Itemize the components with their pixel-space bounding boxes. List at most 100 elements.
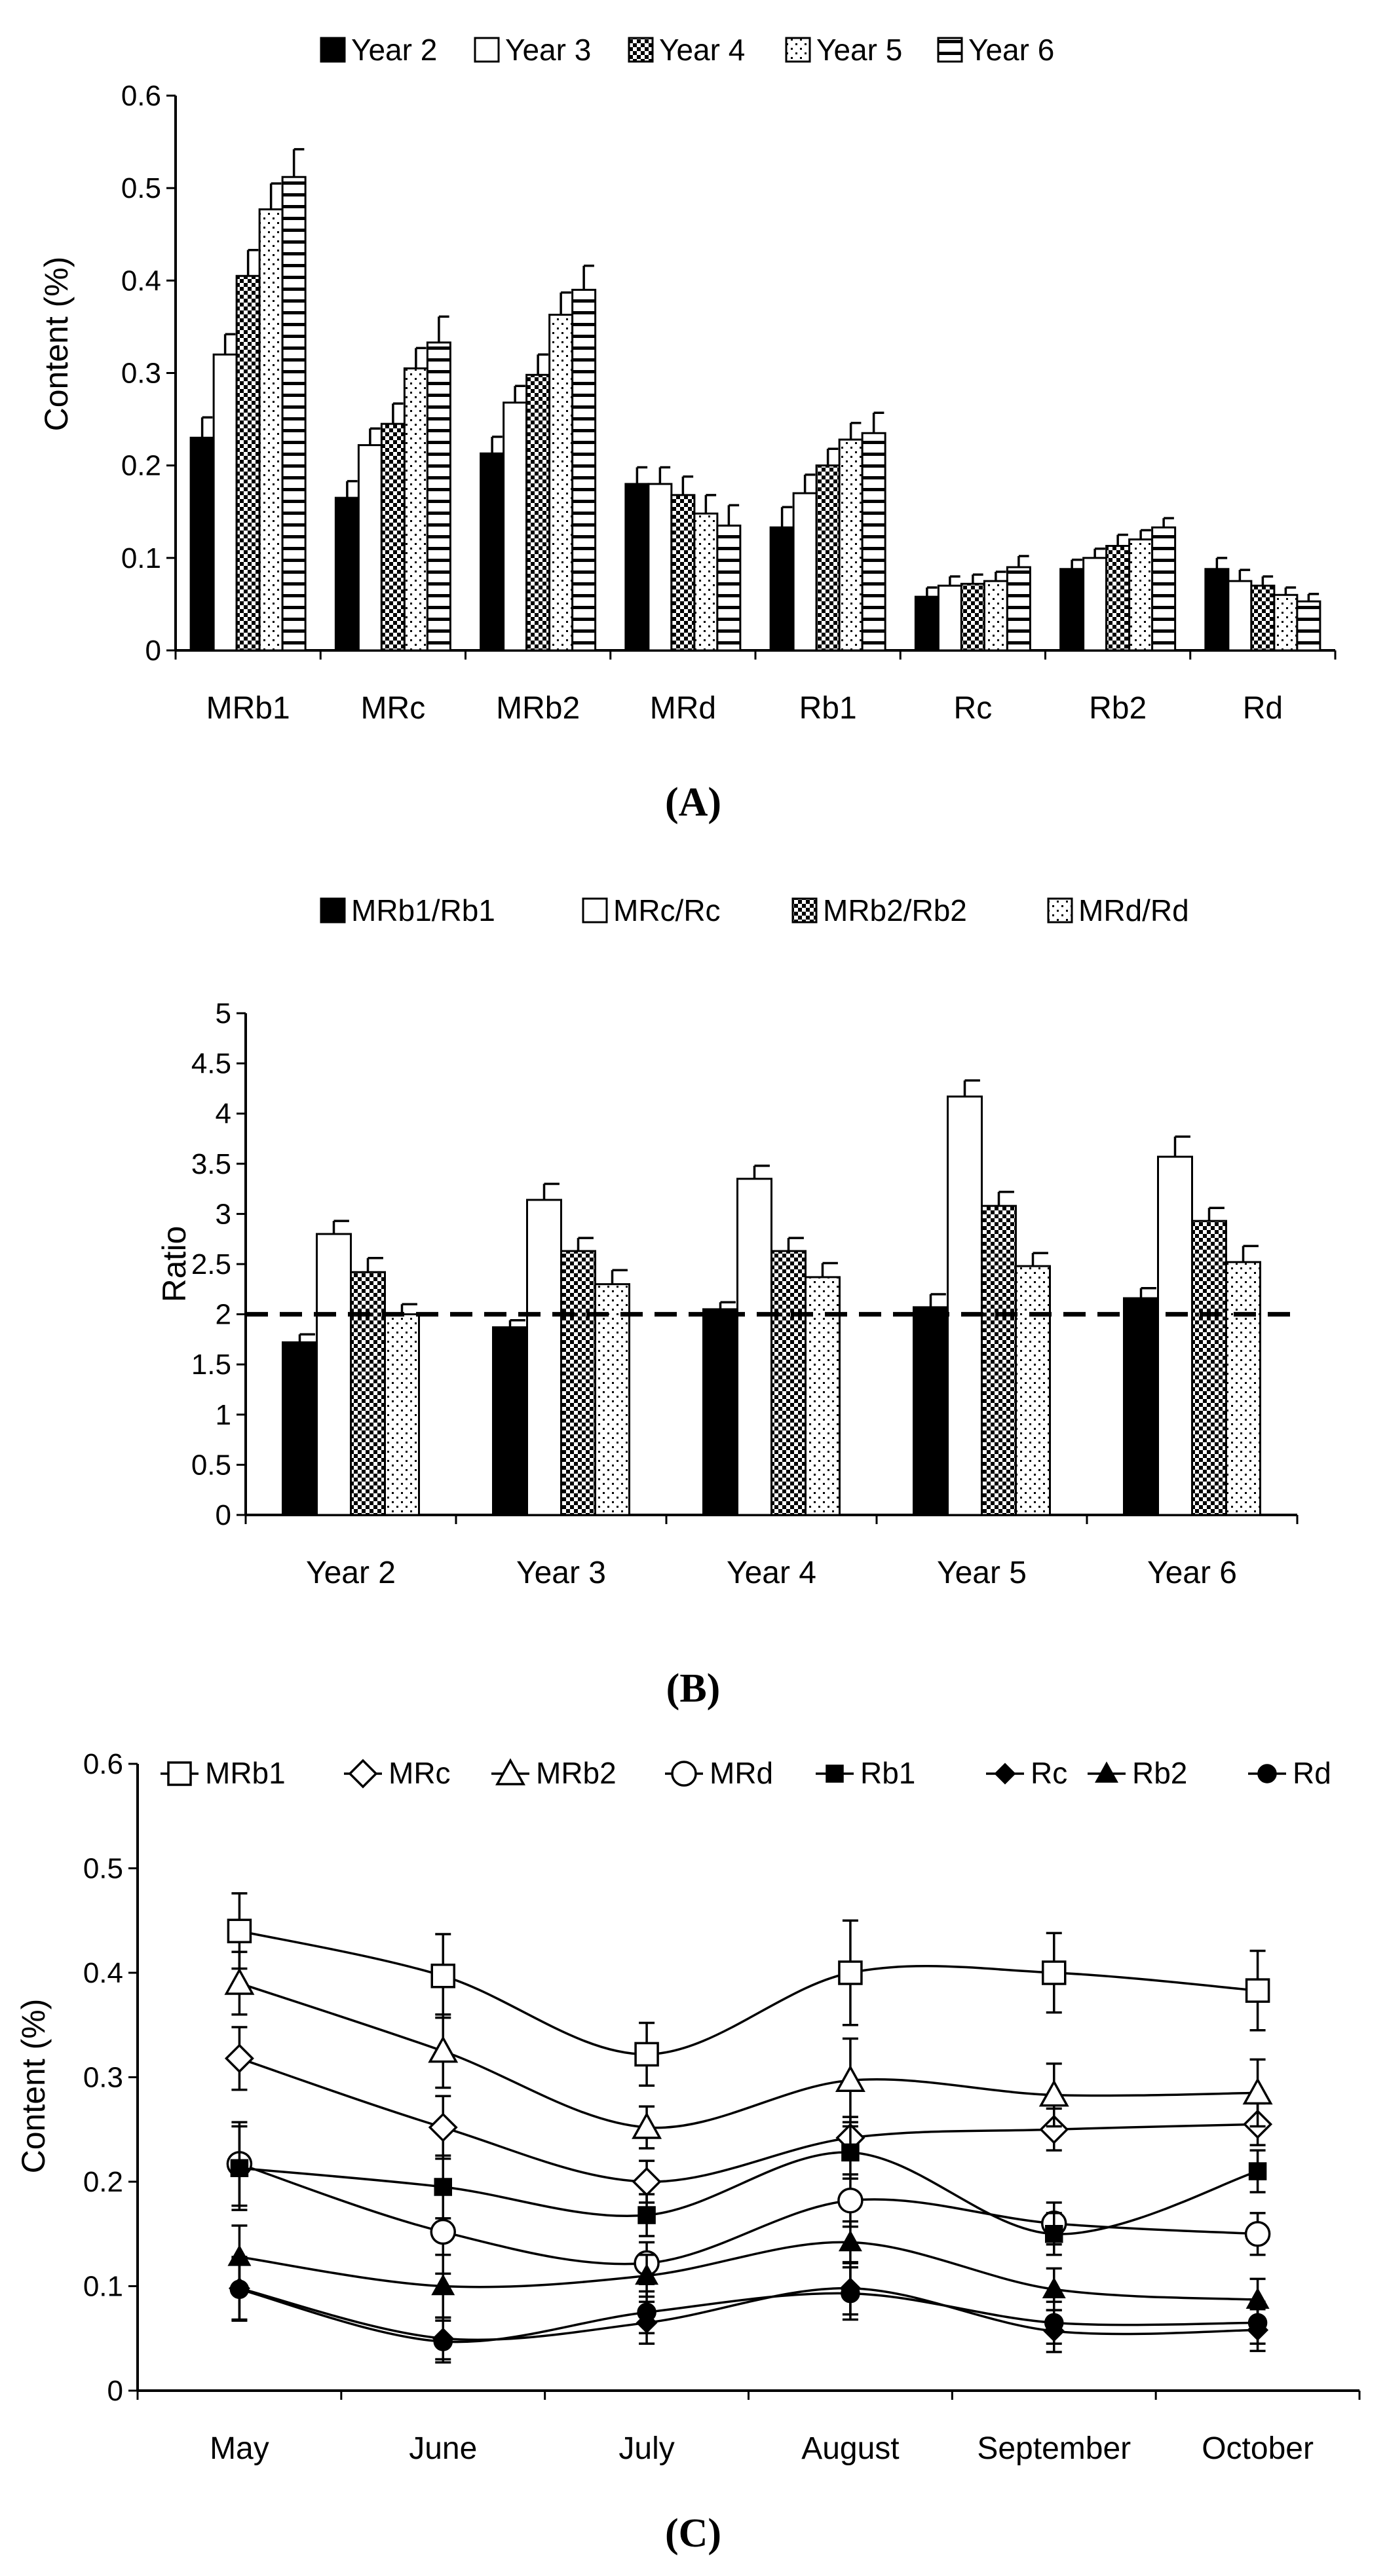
panel-c-label: (C) bbox=[665, 2511, 721, 2556]
chart2-legend-marker-mrb2 bbox=[495, 1758, 525, 1785]
chart0-error-bar-year-5-rd bbox=[1284, 586, 1297, 595]
chart1-bar-mrb1-rb1-year-4 bbox=[702, 1308, 738, 1516]
chart0-error-bar-year-3-mrc bbox=[369, 427, 381, 445]
chart2-series-line-rc bbox=[238, 2287, 1258, 2342]
chart2-point-mrb1-august bbox=[838, 1960, 863, 1985]
chart1-legend-label-mrd-rd: MRd/Rd bbox=[1078, 893, 1189, 927]
chart1-legend-swatch-mrb2-rb2 bbox=[791, 897, 818, 924]
chart1-bar-mrd-rd-year-6 bbox=[1225, 1261, 1261, 1516]
chart2-point-rb1-june bbox=[434, 2178, 452, 2196]
chart1-bar-mrb1-rb1-year-5 bbox=[913, 1306, 949, 1516]
chart0-category-label-rd: Rd bbox=[1243, 691, 1283, 726]
chart0-bar-year-4-mrd bbox=[670, 494, 696, 652]
chart0-error-bar-year-4-rc bbox=[972, 573, 983, 584]
chart0-bar-year-3-rd bbox=[1227, 580, 1253, 652]
panel-a-label: (A) bbox=[665, 780, 721, 825]
chart0-bar-year-3-mrb1 bbox=[212, 353, 238, 652]
chart2-y-tick-label: 0.3 bbox=[83, 2062, 123, 2094]
chart1-error-bar-mrb1-rb1-year-3 bbox=[508, 1319, 525, 1328]
chart0-legend-swatch-year-4 bbox=[628, 37, 654, 63]
chart1-error-bar-mrc-rc-year-2 bbox=[332, 1220, 349, 1235]
panel-a-chart: Year 2 Year 3 Year 4 Year 5 Year 6 0 0.1 0.2 0.… bbox=[38, 33, 1337, 825]
chart0-error-bar-year-2-rd bbox=[1215, 557, 1228, 569]
chart2-legend-marker-mrc bbox=[348, 1759, 378, 1789]
chart0-legend-label-year-2: Year 2 bbox=[351, 33, 437, 67]
chart1-bar-mrb2-rb2-year-4 bbox=[770, 1250, 807, 1516]
chart1-legend-label-mrc-rc: MRc/Rc bbox=[613, 893, 721, 927]
chart1-legend-label-mrb1-rb1: MRb1/Rb1 bbox=[351, 893, 495, 927]
chart1-legend-label-mrb2-rb2: MRb2/Rb2 bbox=[823, 893, 967, 927]
chart0-error-bar-year-2-rb2 bbox=[1071, 558, 1082, 569]
chart1-error-bar-mrb1-rb1-year-6 bbox=[1139, 1287, 1156, 1299]
chart0-error-bar-year-2-mrb1 bbox=[200, 416, 213, 438]
chart1-error-bar-mrd-rd-year-3 bbox=[611, 1269, 628, 1284]
chart0-bar-year-6-mrc bbox=[426, 341, 451, 652]
chart0-error-bar-year-6-rb1 bbox=[872, 411, 884, 434]
chart1-bar-mrd-rd-year-5 bbox=[1015, 1265, 1051, 1516]
chart0-legend-swatch-year-2 bbox=[320, 37, 346, 63]
chart0-bar-year-6-rb2 bbox=[1151, 526, 1177, 652]
chart0-error-bar-year-3-mrd bbox=[658, 466, 671, 484]
panel-a-y-axis-title: Content (%) bbox=[38, 257, 75, 432]
chart2-legend-marker-rc bbox=[994, 1763, 1016, 1785]
chart0-category-label-rb1: Rb1 bbox=[799, 691, 857, 726]
chart2-legend-marker-rb1 bbox=[826, 1764, 844, 1783]
chart2-legend-label-rb2: Rb2 bbox=[1132, 1756, 1187, 1790]
chart2-point-mrd-august bbox=[837, 2187, 864, 2214]
chart0-y-tick-label: 0.6 bbox=[121, 80, 161, 112]
chart0-bar-year-5-rb2 bbox=[1128, 538, 1154, 652]
chart2-legend-label-mrb2: MRb2 bbox=[536, 1756, 617, 1790]
chart2-point-rb1-july bbox=[637, 2206, 656, 2224]
chart2-point-rb2-june bbox=[431, 2273, 455, 2296]
chart0-bar-year-5-mrc bbox=[403, 367, 428, 652]
chart0-error-bar-year-3-rd bbox=[1238, 569, 1251, 582]
chart2-y-tick-label: 0.4 bbox=[83, 1957, 123, 1989]
chart0-bar-year-2-rc bbox=[914, 595, 940, 652]
chart2-series-line-mrd bbox=[238, 2163, 1258, 2266]
chart0-bar-year-3-mrc bbox=[357, 444, 383, 652]
chart2-point-mrb1-july bbox=[634, 2042, 659, 2067]
panel-b-y-axis-title: Ratio bbox=[156, 1226, 193, 1303]
chart1-bar-mrc-rc-year-6 bbox=[1157, 1155, 1193, 1516]
chart1-bar-mrb1-rb1-year-3 bbox=[492, 1326, 528, 1516]
chart2-series-line-mrc bbox=[238, 2057, 1258, 2183]
chart1-category-label-year-5: Year 5 bbox=[937, 1556, 1027, 1590]
chart1-bar-mrb2-rb2-year-5 bbox=[981, 1204, 1017, 1516]
chart1-bar-mrc-rc-year-5 bbox=[947, 1095, 983, 1516]
chart1-category-label-year-2: Year 2 bbox=[306, 1556, 396, 1590]
chart0-bar-year-6-mrb2 bbox=[571, 288, 597, 652]
chart0-y-tick-label: 0 bbox=[145, 635, 161, 667]
chart2-y-tick-label: 0.6 bbox=[83, 1748, 123, 1780]
chart0-category-label-mrc: MRc bbox=[361, 691, 426, 726]
chart0-bar-year-5-mrd bbox=[693, 512, 719, 652]
chart2-series-line-rb1 bbox=[239, 2151, 1259, 2235]
chart2-point-mrc-may bbox=[224, 2044, 254, 2074]
chart0-bar-year-2-rb1 bbox=[769, 526, 795, 652]
chart1-bar-mrb1-rb1-year-2 bbox=[282, 1341, 318, 1516]
chart1-legend-swatch-mrb1-rb1 bbox=[320, 897, 346, 924]
chart1-error-bar-mrc-rc-year-5 bbox=[963, 1079, 980, 1097]
chart0-error-bar-year-5-mrb2 bbox=[560, 291, 571, 315]
chart0-error-bar-year-4-rd bbox=[1261, 575, 1274, 586]
chart0-error-bar-year-5-rb2 bbox=[1139, 529, 1151, 540]
chart0-bar-year-4-mrb1 bbox=[235, 274, 261, 652]
chart0-legend-label-year-5: Year 5 bbox=[816, 33, 902, 67]
chart1-error-bar-mrb2-rb2-year-4 bbox=[787, 1237, 804, 1252]
chart0-bar-year-6-rc bbox=[1006, 566, 1031, 652]
chart0-bar-year-5-rb1 bbox=[838, 438, 864, 652]
chart0-bar-year-6-mrd bbox=[716, 524, 742, 652]
chart0-bar-year-2-mrb1 bbox=[189, 436, 215, 652]
chart2-category-label-june: June bbox=[409, 2431, 477, 2466]
chart0-bar-year-4-rb2 bbox=[1105, 544, 1131, 652]
chart2-point-mrb1-october bbox=[1245, 1978, 1270, 2003]
chart0-y-tick-label: 0.5 bbox=[121, 172, 161, 204]
panel-c-chart: MRb1 MRc MRb2 MRd Rb1 Rc Rb2 Rd 0 0.1 0.2 0.3 0.4 0.… bbox=[15, 1748, 1361, 2556]
chart0-bar-year-5-rd bbox=[1273, 593, 1299, 652]
chart0-error-bar-year-2-mrc bbox=[346, 479, 358, 498]
chart2-point-rd-september bbox=[1044, 2313, 1064, 2333]
chart1-y-tick-label: 4 bbox=[216, 1098, 231, 1130]
chart2-category-label-september: September bbox=[977, 2431, 1131, 2466]
chart0-error-bar-year-5-mrb1 bbox=[269, 182, 282, 210]
chart1-legend-swatch-mrd-rd bbox=[1047, 897, 1073, 924]
